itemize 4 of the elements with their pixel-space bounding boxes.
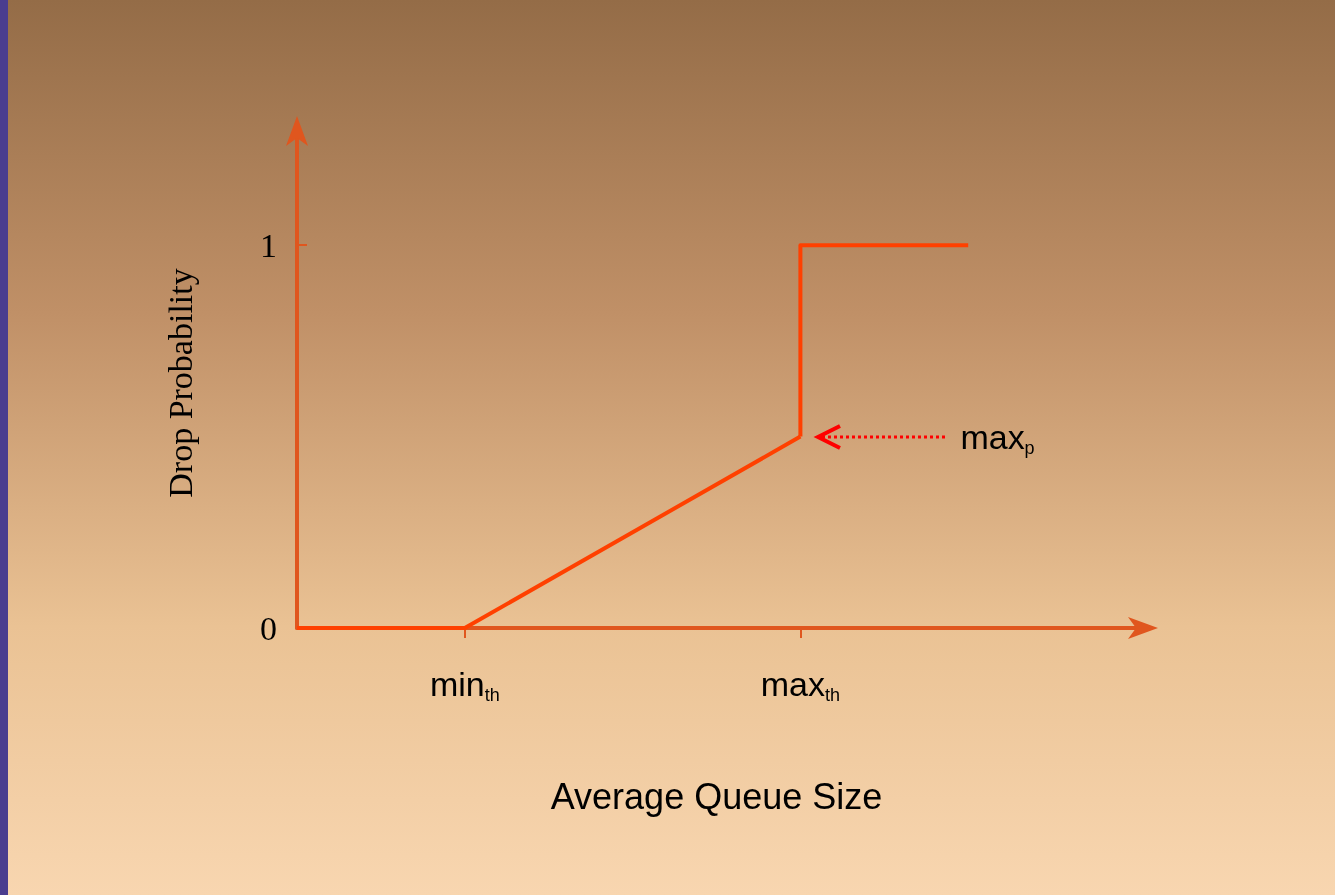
- y-tick-label: 1: [260, 226, 277, 264]
- y-axis-title: Drop Probability: [161, 268, 199, 498]
- x-axis-title: Average Queue Size: [550, 775, 883, 817]
- y-tick-label: 0: [260, 609, 277, 647]
